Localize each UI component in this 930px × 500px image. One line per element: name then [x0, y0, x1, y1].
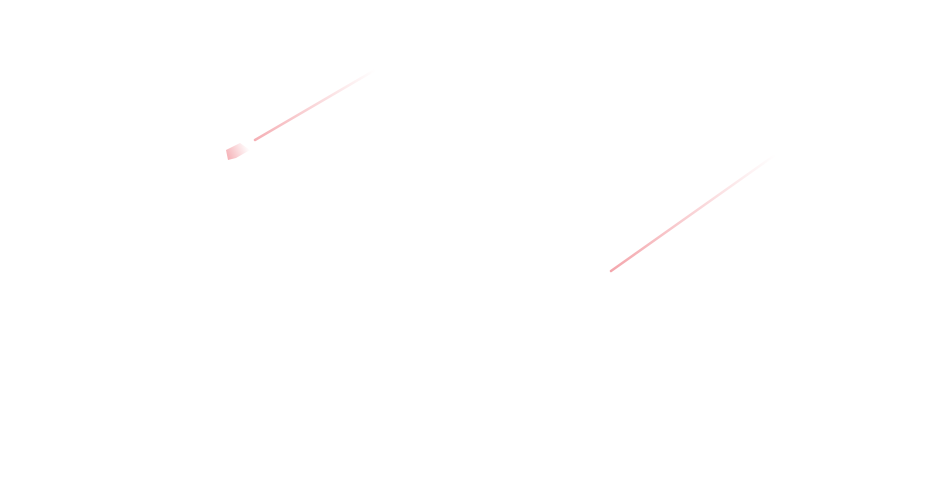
streak-lower-right	[609, 153, 777, 273]
streak-upper-left	[226, 68, 377, 160]
streak-head	[226, 143, 250, 160]
